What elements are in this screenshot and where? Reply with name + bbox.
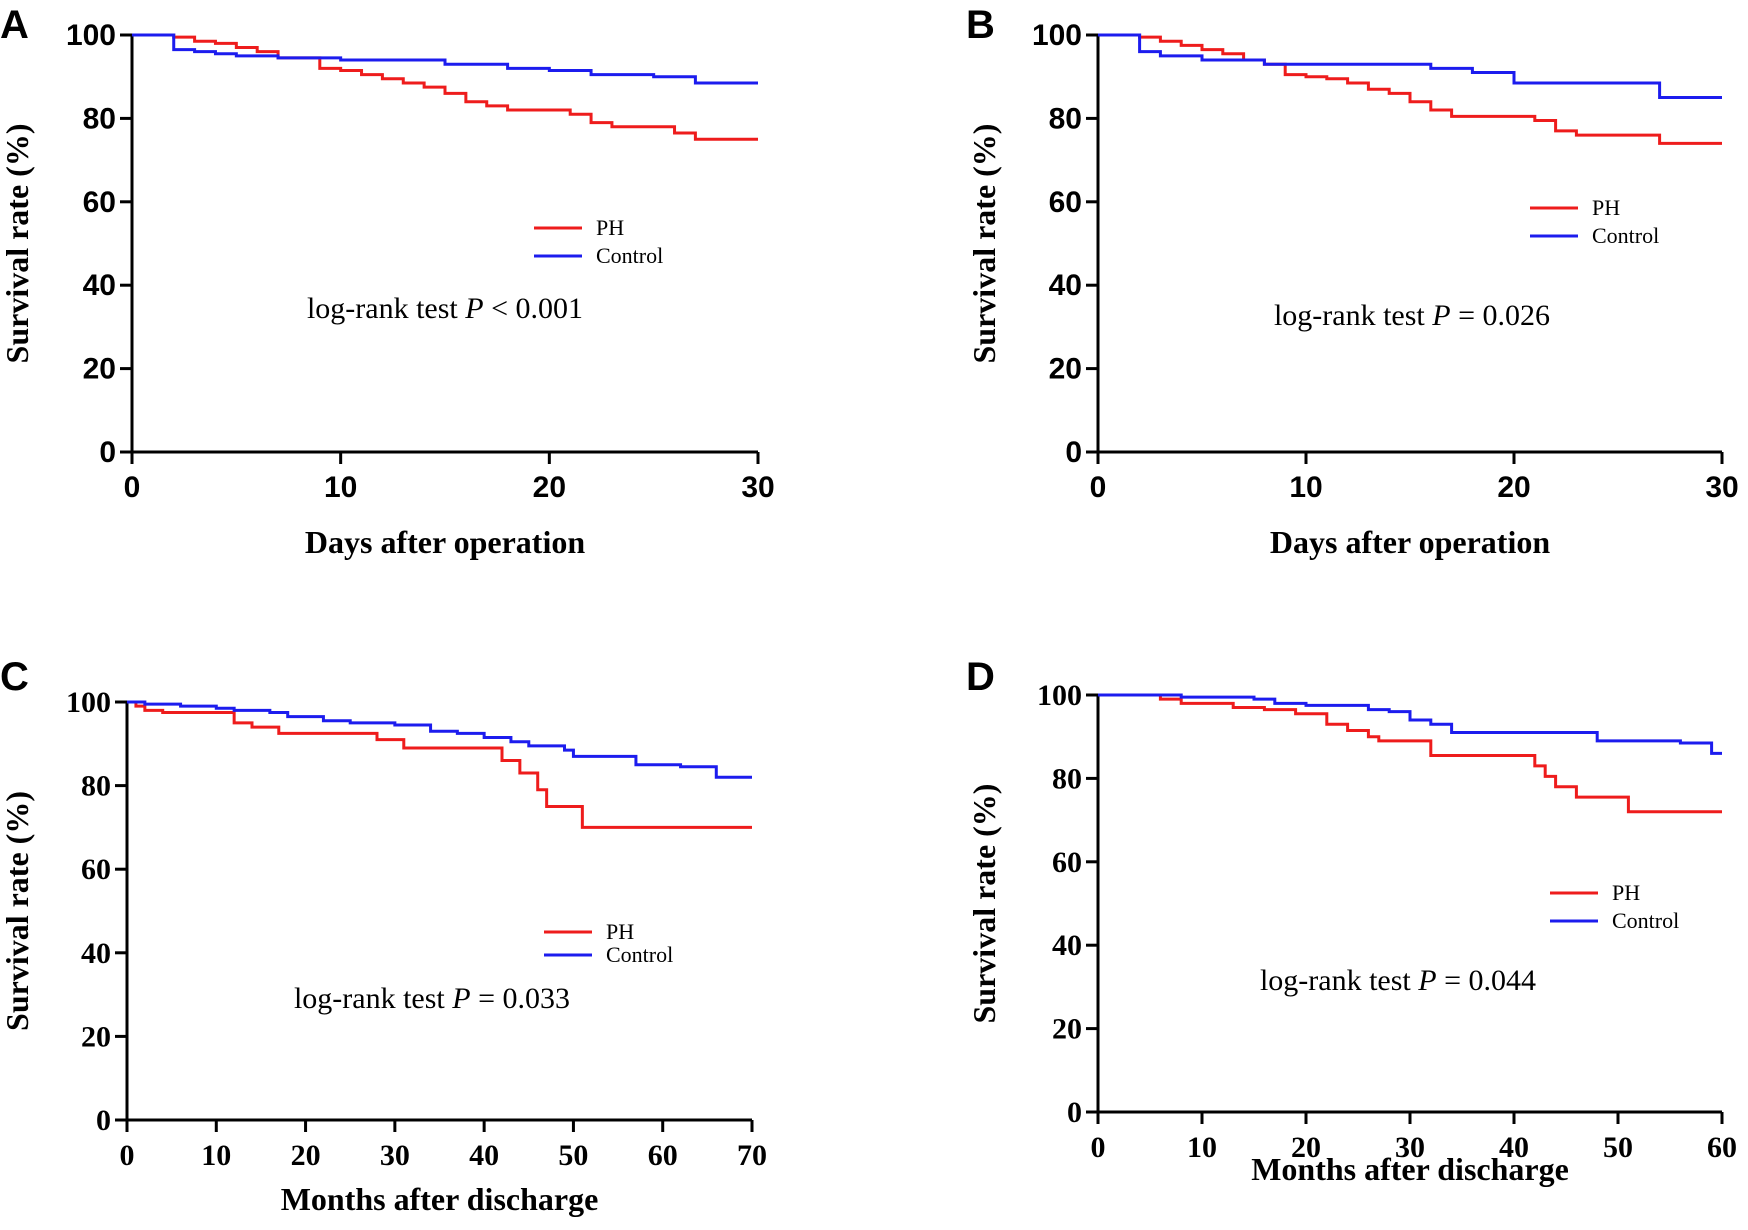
y-tick-label: 40 [1049, 269, 1082, 302]
logrank-annotation: log-rank test P = 0.026 [1274, 299, 1550, 332]
x-tick-label: 10 [1187, 1131, 1217, 1164]
x-tick-label: 60 [648, 1139, 678, 1172]
x-tick-label: 50 [1603, 1131, 1633, 1164]
x-tick-label: 0 [120, 1139, 135, 1172]
y-tick-label: 20 [81, 1020, 111, 1053]
series-line-control [1098, 693, 1722, 755]
y-tick-label: 20 [83, 353, 116, 386]
x-tick-label: 40 [1499, 1131, 1529, 1164]
panel-label: C [0, 655, 29, 699]
y-tick-label: 80 [81, 770, 111, 803]
y-axis-title: Survival rate (%) [966, 784, 1002, 1024]
chart-panel-b: B 0 20 40 60 80 100 0 10 20 30 Days after operation… [966, 3, 1739, 560]
y-tick-label: 20 [1049, 353, 1082, 386]
x-tick-label: 30 [380, 1139, 410, 1172]
x-tick-label: 10 [324, 471, 357, 504]
legend-label-control: Control [596, 243, 663, 268]
x-tick-label: 40 [469, 1139, 499, 1172]
y-tick-label: 60 [1049, 186, 1082, 219]
y-axis-title: Survival rate (%) [966, 124, 1002, 364]
chart-panel-a: A 0 20 40 60 80 100 0 10 20 30 Days after operation… [0, 3, 775, 560]
legend-label-control: Control [1612, 908, 1679, 933]
y-tick-label: 0 [96, 1104, 111, 1137]
logrank-annotation: log-rank test P < 0.001 [307, 292, 583, 325]
x-tick-label: 20 [291, 1139, 321, 1172]
series-line-ph [127, 700, 752, 829]
x-tick-label: 0 [1090, 471, 1107, 504]
series-line-ph [1098, 33, 1722, 145]
chart-panel-d: D 0 20 40 60 80 100 0 10 20 30 40 50 60 Months after d… [966, 655, 1737, 1187]
y-tick-label: 80 [1052, 762, 1082, 795]
panel-label: D [966, 655, 995, 699]
x-tick-label: 20 [533, 471, 566, 504]
logrank-annotation: log-rank test P = 0.033 [294, 982, 570, 1015]
legend-label-ph: PH [1592, 195, 1620, 220]
panel-label: A [0, 3, 29, 47]
y-tick-label: 80 [83, 102, 116, 135]
y-tick-label: 100 [66, 19, 116, 52]
series-line-ph [132, 33, 758, 141]
y-tick-label: 40 [81, 937, 111, 970]
x-tick-label: 30 [1395, 1131, 1425, 1164]
y-tick-label: 0 [99, 436, 116, 469]
x-tick-label: 10 [201, 1139, 231, 1172]
x-tick-label: 0 [124, 471, 141, 504]
y-tick-label: 80 [1049, 102, 1082, 135]
series-line-control [1098, 33, 1722, 100]
x-axis-title: Months after discharge [281, 1181, 599, 1217]
y-tick-label: 40 [1052, 929, 1082, 962]
logrank-annotation: log-rank test P = 0.044 [1260, 964, 1536, 997]
series-line-ph [1098, 693, 1722, 814]
y-tick-label: 100 [66, 686, 111, 719]
x-axis-title: Days after operation [305, 524, 585, 560]
x-tick-label: 30 [741, 471, 774, 504]
y-tick-label: 100 [1037, 679, 1082, 712]
y-tick-label: 60 [1052, 846, 1082, 879]
y-tick-label: 60 [83, 186, 116, 219]
legend-label-ph: PH [1612, 880, 1640, 905]
legend-label-ph: PH [606, 919, 634, 944]
x-tick-label: 60 [1707, 1131, 1737, 1164]
x-tick-label: 50 [558, 1139, 588, 1172]
y-axis-title: Survival rate (%) [0, 124, 35, 364]
legend-label-ph: PH [596, 215, 624, 240]
y-tick-label: 0 [1065, 436, 1082, 469]
x-axis-title: Months after discharge [1251, 1151, 1569, 1187]
series-line-control [132, 33, 758, 85]
y-tick-label: 60 [81, 853, 111, 886]
x-tick-label: 10 [1289, 471, 1322, 504]
y-axis-title: Survival rate (%) [0, 791, 35, 1031]
x-tick-label: 20 [1497, 471, 1530, 504]
y-tick-label: 20 [1052, 1013, 1082, 1046]
chart-panel-c: C 0 20 40 60 80 100 0 10 20 30 40 50 60 70 Months after… [0, 655, 767, 1217]
x-tick-label: 20 [1291, 1131, 1321, 1164]
x-axis-title: Days after operation [1270, 524, 1550, 560]
x-tick-label: 0 [1091, 1131, 1106, 1164]
y-tick-label: 100 [1032, 19, 1082, 52]
legend-label-control: Control [1592, 223, 1659, 248]
y-tick-label: 0 [1067, 1096, 1082, 1129]
x-tick-label: 30 [1705, 471, 1738, 504]
legend-label-control: Control [606, 942, 673, 967]
series-line-control [127, 700, 752, 779]
panel-label: B [966, 3, 995, 47]
x-tick-label: 70 [737, 1139, 767, 1172]
y-tick-label: 40 [83, 269, 116, 302]
